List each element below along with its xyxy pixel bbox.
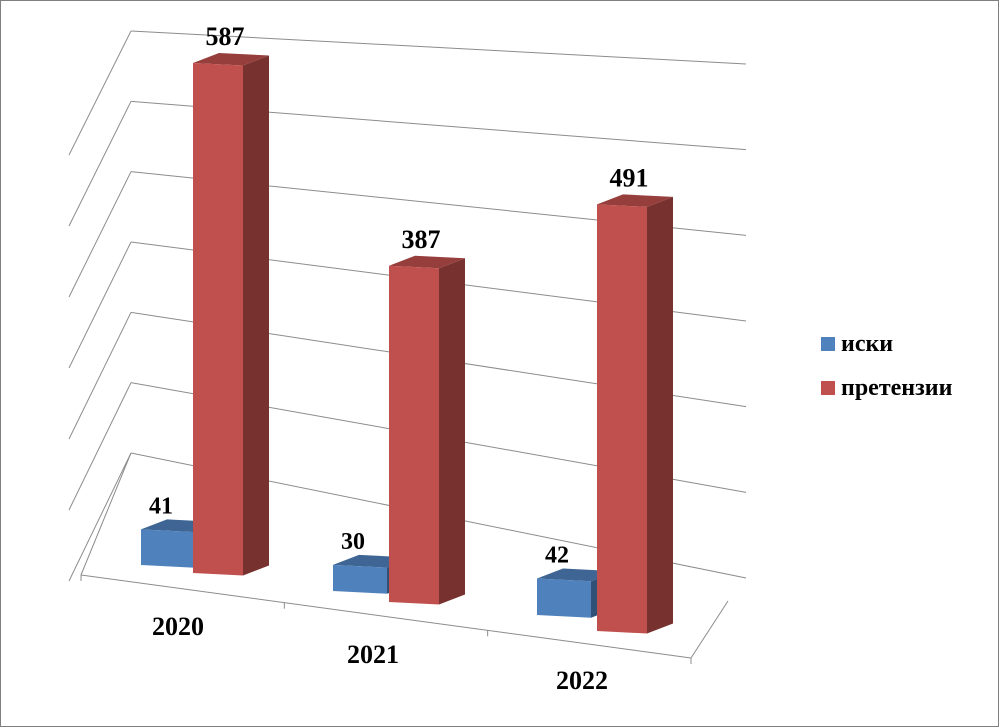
floor-front-edge: [80, 574, 692, 659]
bar-претензии-2021: [389, 265, 439, 605]
legend-label-pretenzii: претензии: [841, 375, 953, 401]
bar-претензии-2020-side: [243, 55, 269, 576]
chart-floor: [80, 452, 729, 664]
data-label-претензии-2021: 387: [402, 225, 441, 254]
data-labels: 41 587 30 387 42 491: [149, 22, 649, 569]
bar-претензии-2020: [193, 63, 243, 576]
side-gridline: [68, 452, 132, 582]
category-labels: 2020 2021 2022: [152, 612, 608, 695]
bar-претензии-2021-top: [389, 255, 465, 269]
bar-иски-2021: [333, 564, 387, 594]
category-label-2021: 2021: [347, 640, 399, 669]
bar-иски-2020: [141, 529, 195, 568]
bars: [141, 53, 673, 634]
data-label-иски-2022: 42: [545, 543, 569, 569]
legend-swatch-pretenzii: [821, 381, 835, 395]
floor-left-edge: [80, 452, 132, 576]
legend-label-iski: иски: [841, 331, 893, 357]
side-gridline: [68, 382, 132, 511]
bar-претензии-2022-side: [647, 196, 673, 634]
bar-иски-2022: [537, 578, 591, 618]
data-label-претензии-2022: 491: [610, 163, 649, 192]
data-label-претензии-2020: 587: [206, 22, 245, 51]
legend-swatch-iski: [821, 337, 835, 351]
gridline: [130, 30, 747, 65]
side-gridline: [68, 101, 132, 227]
side-gridline: [68, 241, 132, 369]
data-label-иски-2020: 41: [149, 493, 173, 519]
bar-претензии-2022-top: [597, 194, 673, 207]
legend: иски претензии: [821, 331, 953, 401]
bar-претензии-2021-side: [439, 258, 465, 605]
bar-претензии-2020-top: [193, 53, 269, 66]
side-gridline: [68, 312, 132, 440]
bar-претензии-2022: [597, 204, 647, 634]
side-gridline: [68, 171, 132, 298]
data-label-иски-2021: 30: [341, 529, 365, 555]
category-label-2022: 2022: [556, 666, 608, 695]
category-label-2020: 2020: [152, 612, 204, 641]
floor-right-edge: [690, 600, 729, 659]
side-gridline: [68, 30, 132, 156]
